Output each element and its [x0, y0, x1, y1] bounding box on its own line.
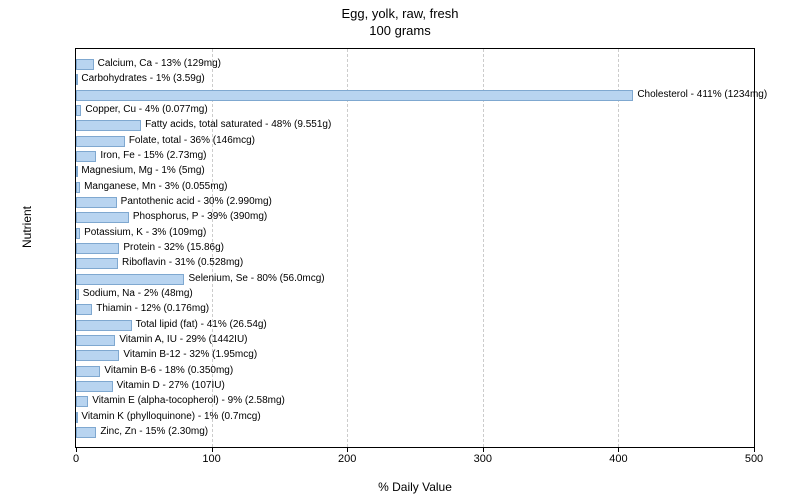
bar-label: Copper, Cu - 4% (0.077mg) [85, 104, 207, 115]
bar-label: Protein - 32% (15.86g) [123, 242, 224, 253]
bar [76, 166, 78, 177]
bar-row: Thiamin - 12% (0.176mg) [76, 302, 754, 317]
x-tick-label: 300 [474, 453, 492, 465]
bar [76, 74, 78, 85]
bar-label: Selenium, Se - 80% (56.0mcg) [188, 273, 324, 284]
bar [76, 366, 100, 377]
bar-row: Fatty acids, total saturated - 48% (9.55… [76, 118, 754, 133]
bar [76, 412, 78, 423]
bar-row: Manganese, Mn - 3% (0.055mg) [76, 180, 754, 195]
bar-label: Pantothenic acid - 30% (2.990mg) [121, 196, 272, 207]
bar-row: Pantothenic acid - 30% (2.990mg) [76, 195, 754, 210]
bar [76, 151, 96, 162]
bar [76, 228, 80, 239]
bar-row: Folate, total - 36% (146mcg) [76, 134, 754, 149]
chart-title: Egg, yolk, raw, fresh 100 grams [0, 0, 800, 40]
bar [76, 274, 184, 285]
chart-title-line1: Egg, yolk, raw, fresh [0, 6, 800, 23]
bar-row: Zinc, Zn - 15% (2.30mg) [76, 425, 754, 440]
bar-label: Vitamin B-6 - 18% (0.350mg) [104, 365, 233, 376]
bar-row: Phosphorus, P - 39% (390mg) [76, 210, 754, 225]
x-tick-mark [212, 447, 213, 452]
bar [76, 182, 80, 193]
bar-label: Vitamin B-12 - 32% (1.95mcg) [123, 349, 257, 360]
bar-label: Folate, total - 36% (146mcg) [129, 135, 255, 146]
bar [76, 335, 115, 346]
bar [76, 427, 96, 438]
bar-label: Vitamin E (alpha-tocopherol) - 9% (2.58m… [92, 395, 285, 406]
bar-row: Selenium, Se - 80% (56.0mcg) [76, 272, 754, 287]
plot-area: Calcium, Ca - 13% (129mg) Carbohydrates -… [75, 48, 755, 448]
bar-label: Thiamin - 12% (0.176mg) [96, 303, 209, 314]
bar-label: Total lipid (fat) - 41% (26.54g) [136, 319, 267, 330]
bar-row: Carbohydrates - 1% (3.59g) [76, 72, 754, 87]
bar-row: Iron, Fe - 15% (2.73mg) [76, 149, 754, 164]
bar-label: Zinc, Zn - 15% (2.30mg) [100, 426, 208, 437]
chart-title-line2: 100 grams [0, 23, 800, 40]
bar-row: Riboflavin - 31% (0.528mg) [76, 256, 754, 271]
bar [76, 59, 94, 70]
bar-row: Calcium, Ca - 13% (129mg) [76, 57, 754, 72]
bar [76, 120, 141, 131]
bar-row: Vitamin A, IU - 29% (1442IU) [76, 333, 754, 348]
bar [76, 136, 125, 147]
bar-label: Fatty acids, total saturated - 48% (9.55… [145, 119, 331, 130]
bar-label: Calcium, Ca - 13% (129mg) [98, 58, 221, 69]
bar-label: Cholesterol - 411% (1234mg) [637, 89, 767, 100]
bar [76, 105, 81, 116]
bar [76, 381, 113, 392]
bar [76, 304, 92, 315]
bar-row: Potassium, K - 3% (109mg) [76, 226, 754, 241]
x-tick-label: 100 [202, 453, 220, 465]
bar [76, 197, 117, 208]
bar-label: Carbohydrates - 1% (3.59g) [81, 73, 204, 84]
bar-row: Vitamin B-6 - 18% (0.350mg) [76, 364, 754, 379]
bar-row: Protein - 32% (15.86g) [76, 241, 754, 256]
nutrient-chart: Egg, yolk, raw, fresh 100 grams Nutrient… [0, 0, 800, 500]
x-tick-mark [347, 447, 348, 452]
bar-label: Sodium, Na - 2% (48mg) [83, 288, 193, 299]
bar-label: Riboflavin - 31% (0.528mg) [122, 257, 243, 268]
bar-label: Manganese, Mn - 3% (0.055mg) [84, 181, 227, 192]
bar [76, 289, 79, 300]
x-tick-label: 500 [745, 453, 763, 465]
bar-row: Vitamin E (alpha-tocopherol) - 9% (2.58m… [76, 394, 754, 409]
bar-label: Vitamin A, IU - 29% (1442IU) [119, 334, 247, 345]
x-tick-label: 0 [73, 453, 79, 465]
bar-label: Iron, Fe - 15% (2.73mg) [100, 150, 206, 161]
bar-label: Potassium, K - 3% (109mg) [84, 227, 206, 238]
x-tick-label: 200 [338, 453, 356, 465]
bar [76, 212, 129, 223]
bar-row: Vitamin K (phylloquinone) - 1% (0.7mcg) [76, 410, 754, 425]
bar-row: Sodium, Na - 2% (48mg) [76, 287, 754, 302]
bar [76, 258, 118, 269]
bar-row: Copper, Cu - 4% (0.077mg) [76, 103, 754, 118]
bar-row: Total lipid (fat) - 41% (26.54g) [76, 318, 754, 333]
bar [76, 350, 119, 361]
bar-row: Magnesium, Mg - 1% (5mg) [76, 164, 754, 179]
bar-row: Vitamin D - 27% (107IU) [76, 379, 754, 394]
bar-label: Phosphorus, P - 39% (390mg) [133, 211, 267, 222]
x-tick-mark [754, 447, 755, 452]
bar-row: Vitamin B-12 - 32% (1.95mcg) [76, 348, 754, 363]
bar-row: Cholesterol - 411% (1234mg) [76, 88, 754, 103]
bar-label: Vitamin K (phylloquinone) - 1% (0.7mcg) [81, 411, 260, 422]
bar-label: Magnesium, Mg - 1% (5mg) [81, 165, 204, 176]
x-tick-mark [76, 447, 77, 452]
x-tick-mark [483, 447, 484, 452]
bar [76, 320, 132, 331]
y-axis-label: Nutrient [20, 206, 34, 248]
x-axis-label: % Daily Value [75, 480, 755, 494]
bar-label: Vitamin D - 27% (107IU) [117, 380, 225, 391]
bar [76, 243, 119, 254]
bar [76, 396, 88, 407]
bar [76, 90, 633, 101]
x-tick-mark [618, 447, 619, 452]
x-tick-label: 400 [609, 453, 627, 465]
